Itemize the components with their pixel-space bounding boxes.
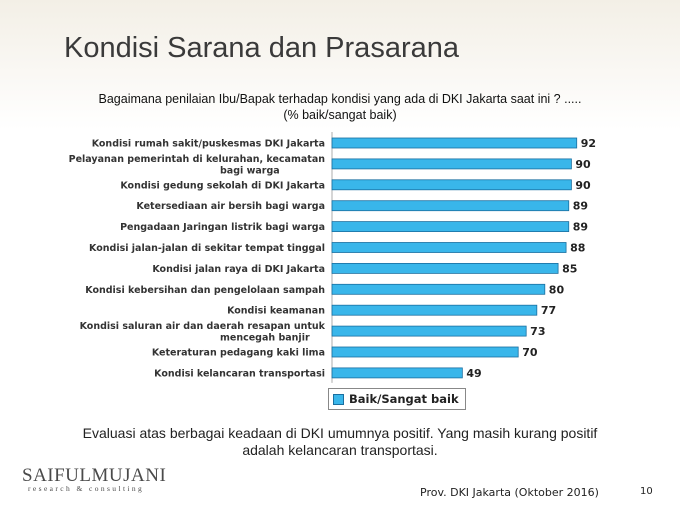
value-label: 89 xyxy=(573,221,588,234)
value-label: 90 xyxy=(575,158,591,171)
category-label: Kondisi keamanan xyxy=(227,306,325,317)
footer-source: Prov. DKI Jakarta (Oktober 2016) xyxy=(420,486,599,499)
value-label: 70 xyxy=(522,346,538,359)
logo-tagline: research & consulting xyxy=(28,484,145,493)
value-label: 85 xyxy=(562,262,577,275)
value-label: 90 xyxy=(575,179,591,192)
logo-wordmark: SAIFULMUJANI xyxy=(22,465,167,486)
bar xyxy=(331,304,538,316)
category-label: Kondisi kelancaran transportasi xyxy=(154,368,325,379)
header-background xyxy=(0,0,680,130)
conclusion-text-cont: adalah kelancaran transportasi. xyxy=(242,442,438,458)
category-label: Pengadaan Jaringan listrik bagi warga xyxy=(120,222,325,233)
page-number: 10 xyxy=(640,486,653,497)
category-label: Ketersediaan air bersih bagi warga xyxy=(136,201,325,212)
value-label: 77 xyxy=(541,304,556,317)
bar-chart: Kondisi rumah sakit/puskesmas DKI Jakart… xyxy=(69,132,596,383)
legend-label: Baik/Sangat baik xyxy=(349,392,459,406)
legend-swatch xyxy=(333,393,344,405)
bar xyxy=(331,158,572,170)
bar xyxy=(331,283,546,295)
category-label: Kondisi rumah sakit/puskesmas DKI Jakart… xyxy=(92,139,325,150)
value-label: 88 xyxy=(570,242,585,255)
value-label: 89 xyxy=(573,200,588,213)
survey-question: Bagaimana penilaian Ibu/Bapak terhadap k… xyxy=(98,92,582,106)
category-label: Kondisi kebersihan dan pengelolaan sampa… xyxy=(85,285,325,296)
category-label: Kondisi saluran air dan daerah resapan u… xyxy=(80,321,326,344)
company-logo: SAIFULMUJANI research & consulting xyxy=(22,465,166,493)
bar xyxy=(331,262,559,274)
value-label: 49 xyxy=(466,367,481,380)
chart-legend: Baik/Sangat baik xyxy=(328,388,466,410)
slide-title: Kondisi Sarana dan Prasarana xyxy=(64,32,459,64)
bar xyxy=(331,200,570,212)
survey-question-unit: (% baik/sangat baik) xyxy=(283,108,397,122)
bar xyxy=(331,221,570,232)
value-label: 80 xyxy=(549,283,565,296)
category-label: Keteraturan pedagang kaki lima xyxy=(152,348,325,359)
bar xyxy=(331,242,567,253)
bar xyxy=(331,346,519,358)
category-label: Kondisi jalan-jalan di sekitar tempat ti… xyxy=(89,243,325,254)
bar xyxy=(331,179,572,191)
category-label: Pelayanan pemerintah di kelurahan, kecam… xyxy=(69,154,326,177)
category-label: Kondisi jalan raya di DKI Jakarta xyxy=(152,264,325,275)
category-label: Kondisi gedung sekolah di DKI Jakarta xyxy=(120,180,325,191)
value-label: 73 xyxy=(530,325,545,338)
value-label: 92 xyxy=(581,137,596,150)
conclusion-text: Evaluasi atas berbagai keadaan di DKI um… xyxy=(82,425,598,441)
bar xyxy=(331,367,463,379)
bar xyxy=(331,325,527,337)
bar xyxy=(331,137,578,149)
